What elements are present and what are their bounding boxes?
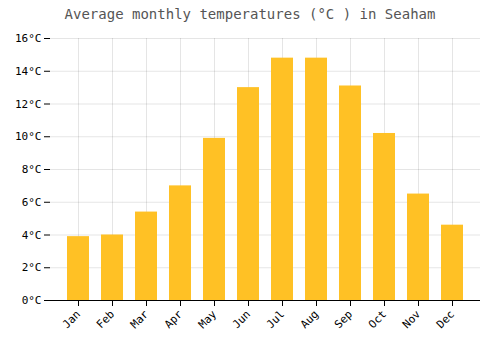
svg-text:0°C: 0°C (22, 294, 42, 307)
svg-text:2°C: 2°C (22, 261, 42, 274)
svg-text:6°C: 6°C (22, 196, 42, 209)
svg-text:8°C: 8°C (22, 163, 42, 176)
svg-text:Feb: Feb (94, 308, 117, 331)
svg-text:Jul: Jul (264, 308, 287, 331)
svg-text:Nov: Nov (400, 307, 424, 331)
html-text:Average monthly temperatures (: Average monthly temperatures (°C ) in Se… (64, 6, 436, 22)
svg-text:Aug: Aug (298, 308, 321, 331)
svg-text:Oct: Oct (366, 308, 389, 331)
svg-text:Sep: Sep (332, 308, 355, 331)
svg-text:Apr: Apr (162, 307, 186, 331)
svg-text:12°C: 12°C (15, 98, 42, 111)
svg-text:May: May (196, 307, 220, 331)
svg-text:Mar: Mar (128, 307, 152, 331)
svg-text:4°C: 4°C (22, 229, 42, 242)
svg-text:14°C: 14°C (15, 65, 42, 78)
svg-text:Dec: Dec (434, 308, 457, 331)
svg-text:16°C: 16°C (15, 32, 42, 45)
svg-text:Jun: Jun (230, 308, 253, 331)
svg-text:Jan: Jan (60, 308, 83, 331)
svg-text:10°C: 10°C (15, 130, 42, 143)
